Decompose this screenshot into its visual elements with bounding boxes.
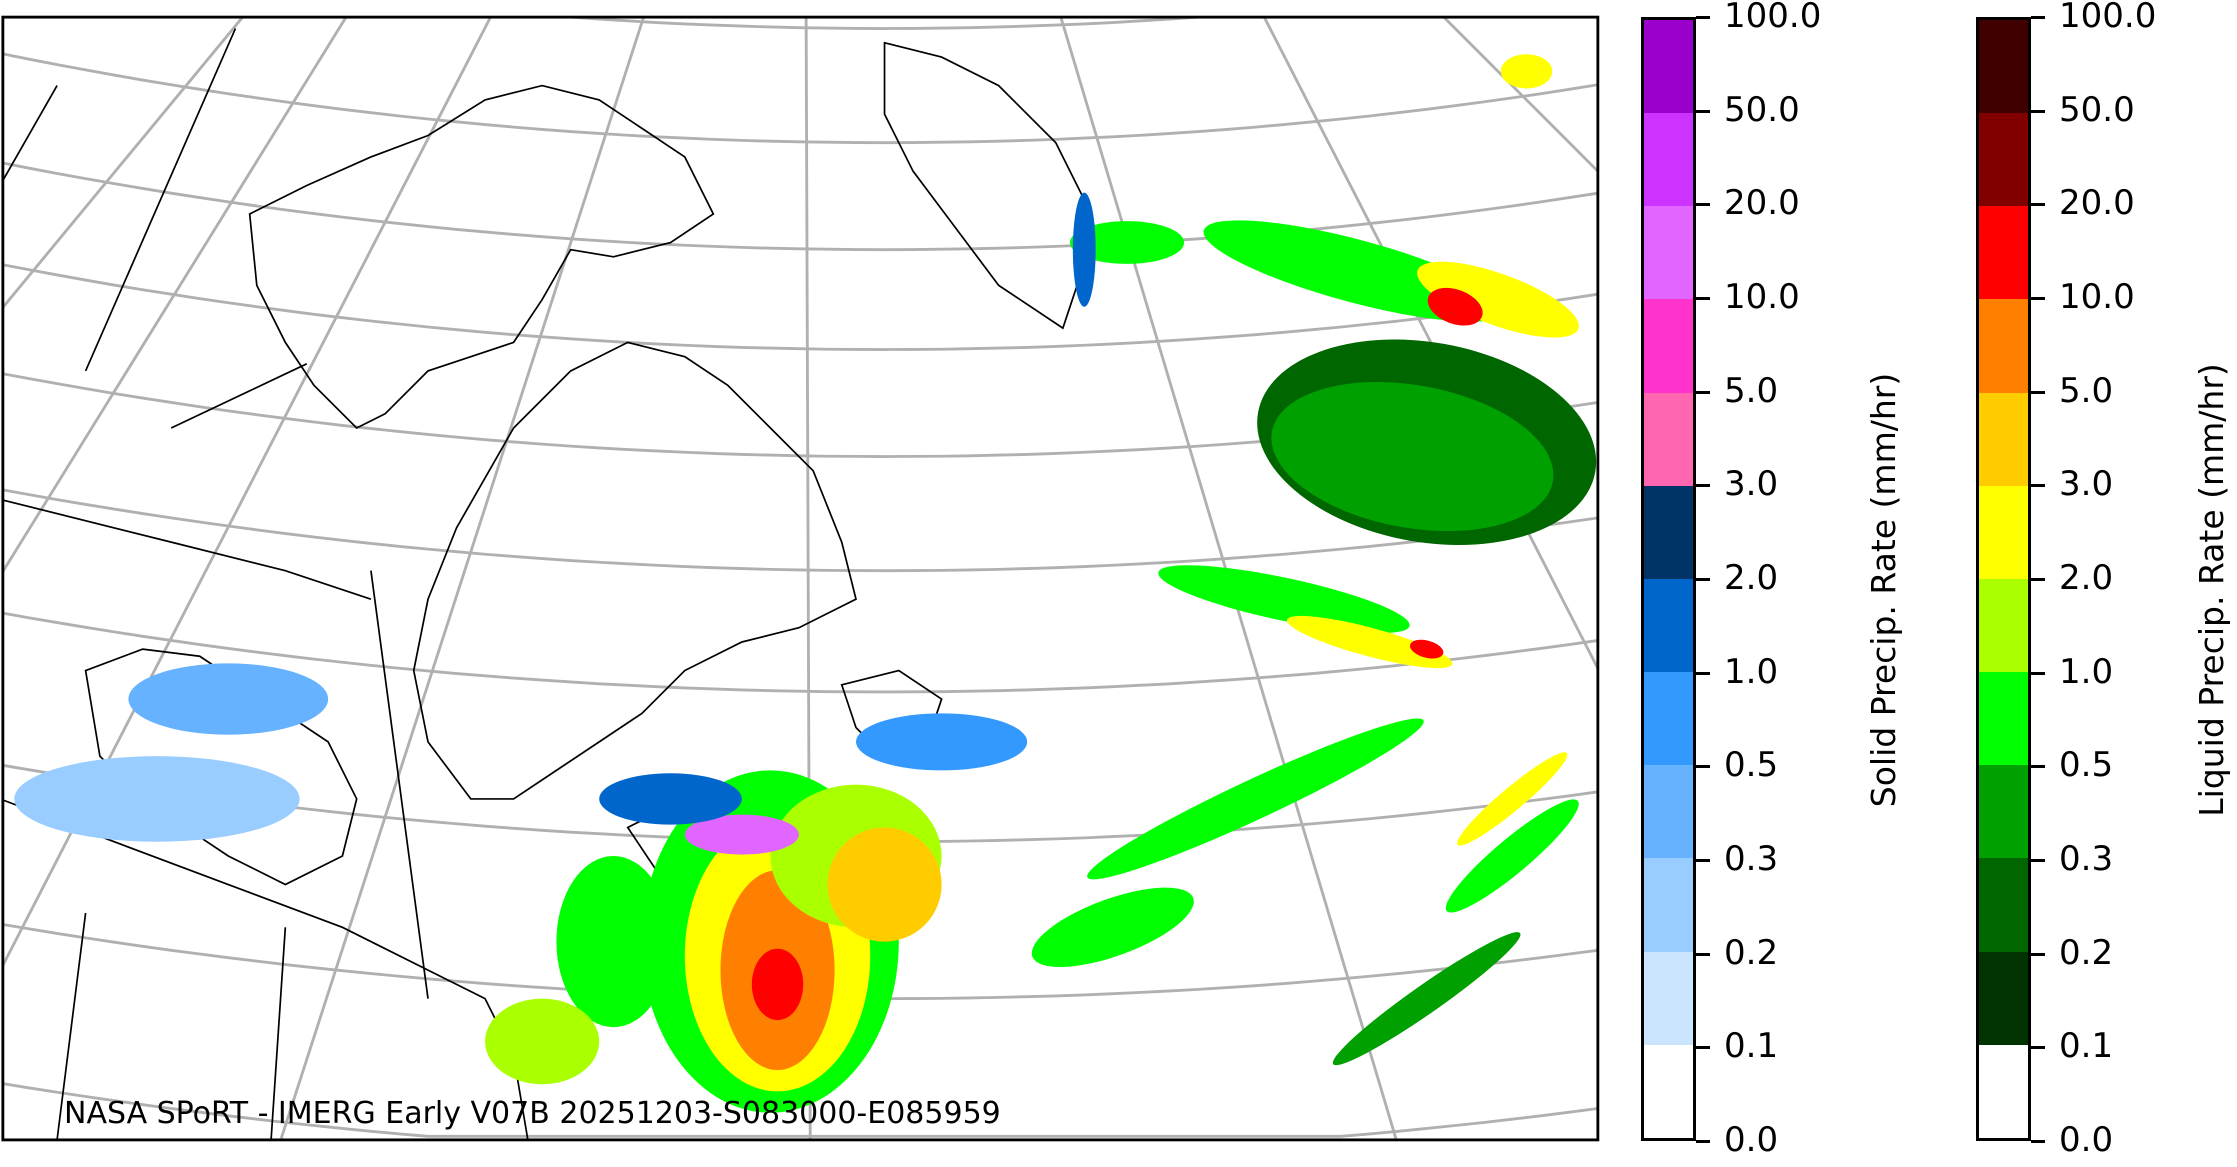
latitude-line — [2, 1082, 1598, 1138]
colorbar-segment — [1644, 392, 1693, 486]
colorbar-segment — [1644, 113, 1693, 207]
liquid-precip-ticks: 0.0 0.1 0.2 0.3 0.5 1.0 2.0 3.0 5.0 10.0 20.0 50.0 1… — [2031, 0, 2156, 1160]
tick-label: 100.0 — [2059, 0, 2157, 36]
colorbar-segment — [1644, 951, 1693, 1045]
map-frame — [1, 15, 1600, 1142]
colorbar-segment — [1979, 485, 2028, 579]
colorbar-segment — [1644, 485, 1693, 579]
colorbar-segment — [1979, 672, 2028, 766]
longitude-line — [2, 17, 245, 309]
tick-label: 2.0 — [1724, 558, 1779, 598]
tick-label: 50.0 — [2059, 89, 2135, 130]
tick-label: 0.1 — [1724, 1026, 1779, 1067]
colorbar-segment — [1644, 1044, 1693, 1138]
longitude-line — [1441, 17, 1598, 173]
tick-label: 1.0 — [2059, 651, 2114, 692]
solid-precip-ticks: 0.0 0.1 0.2 0.3 0.5 1.0 2.0 3.0 5.0 10.0 20.0 50.0 1… — [1696, 0, 1821, 1160]
precip-cell — [751, 948, 804, 1021]
precip-cell — [1427, 287, 1483, 326]
precip-cell — [599, 773, 742, 825]
tick-label: 0.2 — [1724, 932, 1779, 973]
precip-cell — [128, 663, 329, 735]
solid-precip-label: Solid Precip. Rate (mm/hr) — [1864, 372, 1903, 808]
map-caption: NASA SPoRT - IMERG Early V07B 20251203-S… — [64, 1096, 1001, 1131]
precip-cell — [1031, 887, 1194, 968]
precip-cell — [1457, 752, 1568, 846]
longitude-line — [1262, 17, 1598, 670]
liquid-precip-label: Liquid Precip. Rate (mm/hr) — [2192, 363, 2231, 817]
precip-cell — [1069, 221, 1185, 264]
tick-label: 3.0 — [1724, 464, 1779, 505]
tick-label: 10.0 — [2059, 277, 2135, 317]
latitude-line — [2, 161, 1598, 252]
latitude-line — [2, 488, 1598, 573]
tick-label: 0.5 — [2059, 745, 2114, 786]
colorbar-segment — [1979, 578, 2028, 673]
precip-cell — [1072, 192, 1096, 307]
tick-label: 0.1 — [2059, 1026, 2114, 1067]
longitude-line — [279, 17, 646, 1139]
latitude-line — [2, 52, 1598, 145]
tick-label: 5.0 — [1724, 370, 1779, 411]
colorbar-segment — [1644, 858, 1693, 952]
tick-label: 0.5 — [1724, 745, 1779, 786]
colorbar-segment — [1979, 1044, 2028, 1138]
precip-cell — [1409, 639, 1444, 659]
tick-label: 20.0 — [2059, 183, 2135, 224]
precip-cell — [1286, 615, 1453, 669]
precip-cell — [1332, 932, 1521, 1066]
colorbar-segment — [1979, 19, 2028, 114]
tick-label: 1.0 — [1724, 651, 1779, 692]
latitude-line — [2, 263, 1598, 351]
tick-label: 50.0 — [1724, 89, 1800, 130]
colorbar-segment — [1979, 951, 2028, 1045]
latitude-line — [2, 611, 1598, 694]
precip-cell — [1417, 261, 1579, 338]
tick-label: 5.0 — [2059, 370, 2114, 411]
tick-label: 0.0 — [1724, 1120, 1779, 1160]
tick-label: 2.0 — [2059, 558, 2114, 598]
precip-cell — [1087, 718, 1424, 880]
liquid-precip-colorbar — [1976, 17, 2031, 1141]
tick-label: 0.3 — [2059, 839, 2114, 879]
precip-cell — [556, 855, 671, 1028]
precip-cell — [1271, 382, 1554, 532]
colorbar-segment — [1979, 299, 2028, 393]
precipitation-field — [14, 54, 1597, 1113]
colorbar-segment — [1979, 858, 2028, 952]
colorbar-segment — [1644, 299, 1693, 393]
tick-label: 0.3 — [1724, 839, 1779, 879]
precip-cell — [855, 713, 1028, 771]
tick-label: 0.2 — [2059, 932, 2114, 973]
precip-cell — [1445, 799, 1579, 913]
colorbar-segment — [1644, 19, 1693, 114]
colorbar-segment — [1644, 206, 1693, 300]
colorbar-segment — [1979, 765, 2028, 859]
tick-label: 0.0 — [2059, 1120, 2114, 1160]
precip-cell — [684, 814, 799, 855]
colorbar-segment — [1644, 672, 1693, 766]
precip-cell — [1158, 565, 1410, 634]
colorbar-segment — [1644, 578, 1693, 673]
colorbar-segment — [1979, 113, 2028, 207]
precip-cell — [14, 756, 300, 842]
tick-label: 20.0 — [1724, 183, 1800, 224]
precip-cell — [827, 827, 942, 942]
tick-label: 3.0 — [2059, 464, 2114, 505]
colorbar-segment — [1979, 206, 2028, 300]
longitude-line — [2, 17, 348, 573]
precip-cell — [1500, 54, 1553, 89]
coastlines — [2, 28, 1086, 1140]
latitude-line — [552, 17, 1217, 30]
colorbar-segment — [1644, 765, 1693, 859]
tick-label: 100.0 — [1724, 0, 1822, 36]
colorbar-segment — [1979, 392, 2028, 486]
tick-label: 10.0 — [1724, 277, 1800, 317]
precip-cell — [485, 998, 600, 1085]
solid-precip-colorbar — [1641, 17, 1696, 1141]
